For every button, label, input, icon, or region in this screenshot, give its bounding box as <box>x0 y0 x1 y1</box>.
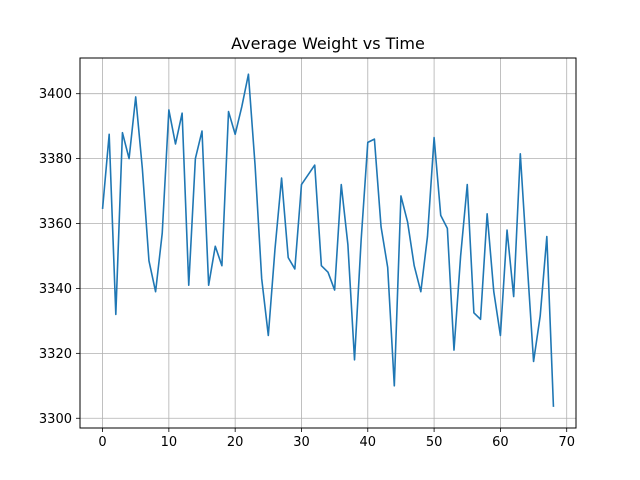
data-point <box>208 284 210 286</box>
data-point <box>367 141 369 143</box>
data-point <box>301 184 303 186</box>
y-tick-label: 3360 <box>39 217 72 232</box>
data-point <box>407 221 409 223</box>
data-point <box>148 260 150 262</box>
data-point <box>340 184 342 186</box>
data-point <box>307 174 309 176</box>
data-point <box>102 208 104 210</box>
x-tick-label: 60 <box>492 435 509 450</box>
y-tick-label: 3320 <box>39 347 72 362</box>
data-point <box>281 177 283 179</box>
y-tick-label: 3400 <box>39 87 72 102</box>
data-point <box>221 265 223 267</box>
data-point <box>420 291 422 293</box>
data-point <box>287 257 289 259</box>
data-point <box>539 315 541 317</box>
data-point <box>354 359 356 361</box>
data-point <box>374 138 376 140</box>
data-point <box>413 265 415 267</box>
data-point <box>400 195 402 197</box>
data-point <box>128 158 130 160</box>
data-point <box>427 236 429 238</box>
plot-frame <box>79 57 577 429</box>
data-point <box>334 289 336 291</box>
data-point <box>526 258 528 260</box>
x-tick-label: 70 <box>558 435 575 450</box>
axes: 0 10 20 30 40 50 60 70 3300 3320 3340 3360 3380 3400 <box>39 87 575 450</box>
data-point <box>327 271 329 273</box>
data-point <box>519 153 521 155</box>
data-point <box>234 133 236 135</box>
data-point <box>546 236 548 238</box>
data-point <box>181 112 183 114</box>
data-point <box>393 385 395 387</box>
x-tick-label: 40 <box>360 435 377 450</box>
data-point <box>486 213 488 215</box>
data-point <box>500 335 502 337</box>
x-tick-label: 0 <box>98 435 106 450</box>
data-point <box>261 278 263 280</box>
data-point <box>248 73 250 75</box>
x-tick-label: 50 <box>426 435 443 450</box>
y-tick-label: 3380 <box>39 152 72 167</box>
data-point <box>433 137 435 139</box>
data-point <box>440 215 442 217</box>
data-point <box>446 227 448 229</box>
data-point <box>347 244 349 246</box>
data-point <box>254 164 256 166</box>
data-point <box>267 335 269 337</box>
data-point <box>135 96 137 98</box>
data-point <box>168 109 170 111</box>
data-point <box>466 184 468 186</box>
data-point <box>175 143 177 145</box>
data-point <box>493 291 495 293</box>
data-point <box>155 291 157 293</box>
data-point <box>161 232 163 234</box>
data-point <box>228 111 230 113</box>
x-tick-label: 30 <box>293 435 310 450</box>
chart-title: Average Weight vs Time <box>231 34 425 53</box>
data-point <box>108 133 110 135</box>
series-line <box>101 73 555 407</box>
data-point <box>141 167 143 169</box>
data-point <box>460 255 462 257</box>
data-point <box>241 106 243 108</box>
series-group <box>101 73 555 408</box>
data-point <box>115 314 117 316</box>
data-point <box>214 245 216 247</box>
y-tick-label: 3300 <box>39 412 72 427</box>
data-point <box>188 284 190 286</box>
data-point <box>553 406 555 408</box>
data-point <box>387 266 389 268</box>
data-point <box>194 158 196 160</box>
data-point <box>533 361 535 363</box>
data-point <box>453 349 455 351</box>
data-point <box>320 265 322 267</box>
data-point <box>506 229 508 231</box>
data-point <box>360 239 362 241</box>
data-point <box>480 318 482 320</box>
data-point <box>201 130 203 132</box>
data-point <box>314 164 316 166</box>
data-point <box>122 132 124 134</box>
x-tick-label: 10 <box>161 435 178 450</box>
data-point <box>380 226 382 228</box>
data-point <box>294 268 296 270</box>
data-point <box>274 249 276 251</box>
y-tick-label: 3340 <box>39 282 72 297</box>
x-tick-label: 20 <box>227 435 244 450</box>
data-point <box>473 312 475 314</box>
data-point <box>513 296 515 298</box>
